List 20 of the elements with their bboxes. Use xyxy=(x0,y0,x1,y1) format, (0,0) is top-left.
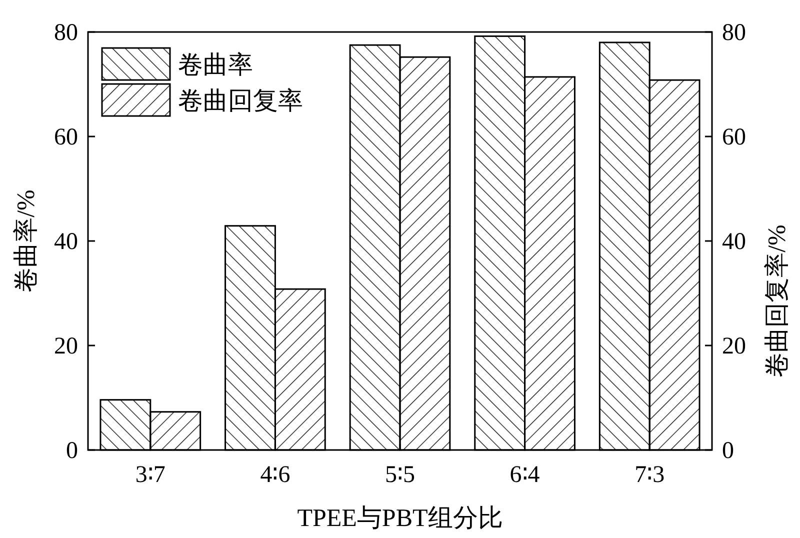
y2-tick-label: 60 xyxy=(722,124,746,150)
y2-tick-label: 20 xyxy=(722,334,746,360)
y-tick-label: 40 xyxy=(54,229,78,255)
legend-label: 卷曲回复率 xyxy=(178,87,303,115)
y2-tick-label: 0 xyxy=(722,438,734,464)
x-axis-title: TPEE与PBT组分比 xyxy=(297,505,503,532)
y-tick-label: 80 xyxy=(54,20,78,46)
x-tick-label: 7∶3 xyxy=(634,462,665,488)
y-tick-label: 0 xyxy=(66,438,78,464)
y-tick-label: 60 xyxy=(54,124,78,150)
legend-label: 卷曲率 xyxy=(178,51,253,79)
x-tick-label: 5∶5 xyxy=(385,462,415,488)
x-tick-label: 3∶7 xyxy=(135,462,166,488)
x-tick-label: 6∶4 xyxy=(510,462,540,488)
y2-tick-label: 80 xyxy=(722,20,746,46)
y2-tick-label: 40 xyxy=(722,229,746,255)
y-axis-title: 卷曲率/% xyxy=(12,190,40,292)
y2-axis-title: 卷曲回复率/% xyxy=(763,224,791,378)
x-tick-label: 4∶6 xyxy=(260,462,290,488)
y-tick-label: 20 xyxy=(54,334,78,360)
